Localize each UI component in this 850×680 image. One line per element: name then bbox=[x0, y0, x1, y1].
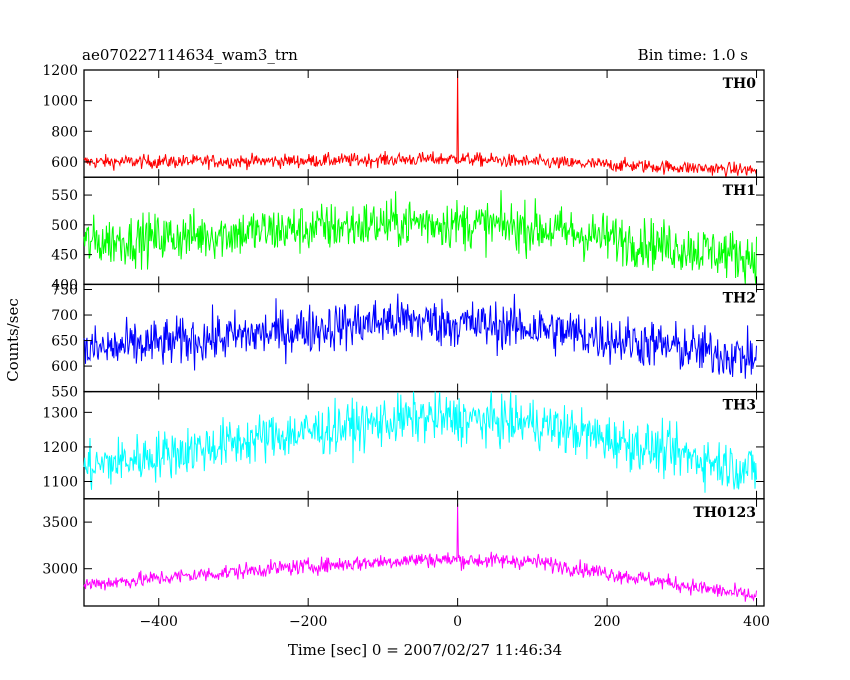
panel-label-th1: TH1 bbox=[723, 183, 756, 199]
y-tick-label-th0123: 3000 bbox=[42, 562, 78, 578]
series-line-th3 bbox=[83, 391, 757, 493]
y-tick-label-th0: 800 bbox=[51, 124, 78, 140]
panel-frame-th0123 bbox=[83, 498, 765, 607]
x-tick-label: 400 bbox=[743, 614, 770, 630]
series-line-th2 bbox=[83, 293, 757, 379]
y-tick-label-th2: 700 bbox=[51, 308, 78, 324]
y-tick-label-th3: 1200 bbox=[42, 440, 78, 456]
y-tick-label-th1: 500 bbox=[51, 218, 78, 234]
series-line-th1 bbox=[83, 190, 757, 285]
panel-label-th0: TH0 bbox=[723, 76, 757, 92]
panel-label-th0123: TH0123 bbox=[693, 505, 756, 521]
y-tick-label-th2: 750 bbox=[51, 283, 78, 299]
y-tick-label-th2: 650 bbox=[51, 334, 78, 350]
y-tick-label-th0: 1200 bbox=[42, 63, 78, 79]
x-tick-label: −200 bbox=[289, 614, 327, 630]
y-tick-label-th3: 1100 bbox=[42, 475, 78, 491]
y-tick-label-th1: 400 bbox=[51, 277, 78, 293]
y-tick-label-th2: 600 bbox=[51, 359, 78, 375]
y-axis-label: Counts/sec bbox=[4, 298, 22, 382]
y-tick-label-th0: 600 bbox=[51, 155, 78, 171]
bin-time-label: Bin time: 1.0 s bbox=[638, 46, 748, 64]
panel-label-th3: TH3 bbox=[723, 398, 756, 414]
y-tick-label-th1: 550 bbox=[51, 188, 78, 204]
y-tick-label-th3: 1300 bbox=[42, 405, 78, 421]
y-tick-label-th0: 1000 bbox=[42, 94, 78, 110]
panel-label-th2: TH2 bbox=[723, 290, 756, 306]
x-tick-label: −400 bbox=[139, 614, 177, 630]
x-axis-label: Time [sec] 0 = 2007/02/27 11:46:34 bbox=[288, 641, 562, 659]
panels-group: TH0 600 800 1000 1200 TH1 400 450 500 550 TH2 550 60… bbox=[42, 63, 770, 630]
y-tick-label-th0123: 3500 bbox=[42, 515, 78, 531]
series-line-th0 bbox=[83, 69, 757, 178]
x-tick-label: 200 bbox=[594, 614, 621, 630]
series-line-th0123 bbox=[83, 503, 757, 602]
chart-title: ae070227114634_wam3_trn bbox=[82, 46, 298, 64]
y-tick-label-th2: 550 bbox=[51, 385, 78, 401]
x-tick-label: 0 bbox=[453, 614, 462, 630]
y-tick-label-th1: 450 bbox=[51, 248, 78, 264]
